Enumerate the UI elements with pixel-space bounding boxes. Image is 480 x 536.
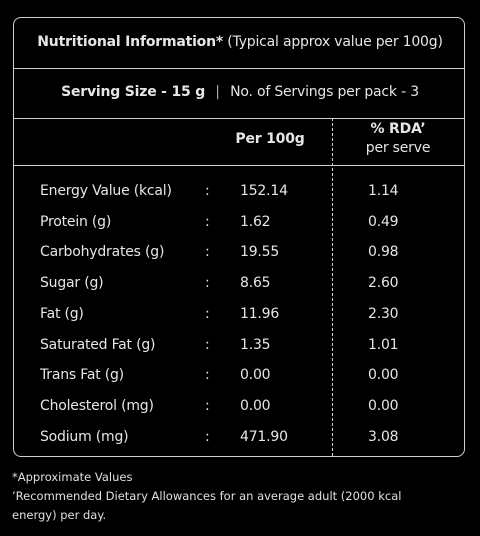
rda-value: 1.01 [368,336,399,353]
divider [13,118,465,119]
nutrient-name: Fat (g) [40,305,84,322]
per-100g-value: 1.35 [240,336,271,353]
separator: : [205,213,210,230]
servings-per-pack: No. of Servings per pack - 3 [230,84,419,100]
separator: : [205,336,210,353]
nutrient-name: Protein (g) [40,213,112,230]
divider [13,68,465,69]
title-main: Nutritional Information* [37,34,223,50]
column-header: Per 100g [235,131,305,147]
per-100g-value: 152.14 [240,183,288,199]
title-note: (Typical approx value per 100g) [227,34,443,50]
nutrient-name: Sugar (g) [40,275,104,292]
nutrient-name: Saturated Fat (g) [40,336,156,353]
per-100g-value: 471.90 [240,428,288,445]
column-divider [332,118,333,456]
separator: : [205,367,210,384]
per-100g-value: 0.00 [240,397,271,414]
footnote: energy) per day. [12,508,107,522]
per-100g-value: 1.62 [240,213,271,230]
separator: : [205,275,210,292]
rda-value: 2.30 [368,305,399,322]
rda-value: 0.00 [368,367,399,384]
rda-value: 1.14 [368,183,399,199]
rda-value: 2.60 [368,275,399,292]
column-subheader: per serve [365,140,431,156]
separator: : [205,397,210,414]
nutrient-name: Cholesterol (mg) [40,397,154,414]
per-100g-value: 8.65 [240,275,271,292]
divider [13,165,465,166]
rda-value: 0.00 [368,397,399,414]
rda-value: 0.49 [368,213,399,230]
separator: : [205,305,210,322]
separator: : [205,244,210,261]
column-header: % RDA’ [370,121,426,137]
nutrient-name: Energy Value (kcal) [40,183,172,199]
per-100g-value: 11.96 [240,305,280,322]
separator: : [205,428,210,445]
table-border [13,17,465,457]
serving-info: Serving Size - 15 g | No. of Servings pe… [61,84,419,100]
separator: : [205,183,210,199]
per-100g-value: 0.00 [240,367,271,384]
serving-size: Serving Size - 15 g [61,84,206,100]
per-100g-value: 19.55 [240,244,280,261]
table-title: Nutritional Information* (Typical approx… [37,34,443,50]
nutrient-name: Trans Fat (g) [40,367,124,384]
nutrient-name: Carbohydrates (g) [40,244,165,261]
footnote: ’Recommended Dietary Allowances for an a… [12,489,402,503]
nutrient-name: Sodium (mg) [40,428,129,445]
separator: | [215,84,220,100]
footnote: *Approximate Values [12,470,133,484]
rda-value: 0.98 [368,244,399,261]
rda-value: 3.08 [368,428,399,445]
